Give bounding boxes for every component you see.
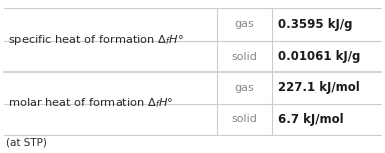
Text: 0.01061 kJ/g: 0.01061 kJ/g bbox=[278, 50, 360, 63]
Text: 6.7 kJ/mol: 6.7 kJ/mol bbox=[278, 113, 343, 126]
Text: solid: solid bbox=[231, 114, 257, 124]
Text: gas: gas bbox=[234, 83, 254, 93]
Text: gas: gas bbox=[234, 19, 254, 30]
Text: (at STP): (at STP) bbox=[6, 137, 47, 147]
Text: specific heat of formation $\Delta_f H°$: specific heat of formation $\Delta_f H°$ bbox=[8, 33, 183, 47]
Text: 227.1 kJ/mol: 227.1 kJ/mol bbox=[278, 81, 359, 94]
Text: molar heat of formation $\Delta_f H°$: molar heat of formation $\Delta_f H°$ bbox=[8, 97, 173, 110]
Text: solid: solid bbox=[231, 52, 257, 62]
Text: 0.3595 kJ/g: 0.3595 kJ/g bbox=[278, 18, 352, 31]
